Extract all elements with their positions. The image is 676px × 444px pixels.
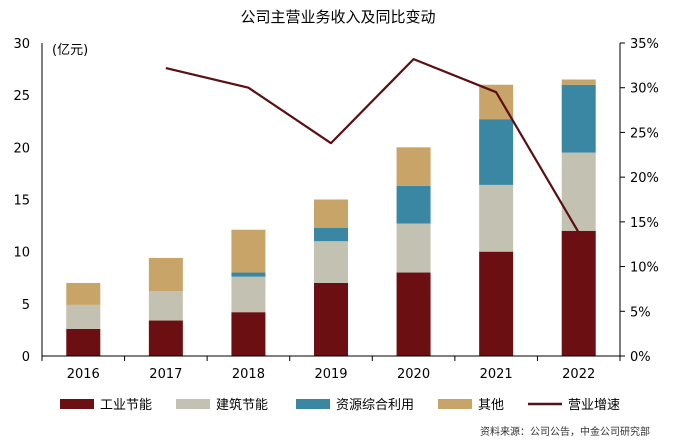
- growth-line: [165, 57, 580, 234]
- y-tick-label: 5: [22, 298, 30, 313]
- y2-tick-label: 30%: [630, 82, 659, 97]
- x-axis-ticks: 2016 2017 2018 2019 2020 2021 2022: [67, 367, 596, 382]
- y2-tick-label: 15%: [630, 216, 659, 231]
- bar-3-2022: [561, 79, 596, 85]
- bar-2-2021: [479, 119, 514, 185]
- y2-tick-label: 0%: [630, 350, 651, 365]
- bar-0-2016: [66, 328, 101, 356]
- y2-tick-label: 25%: [630, 126, 659, 141]
- bar-0-2018: [231, 312, 266, 356]
- bar-0-2020: [396, 272, 431, 356]
- legend-label: 工业节能: [100, 398, 152, 413]
- legend-label: 建筑节能: [216, 397, 268, 413]
- legend-swatch: [438, 399, 472, 409]
- x-tick-label: 2018: [232, 367, 265, 382]
- bar-1-2018: [231, 276, 266, 313]
- bar-3-2019: [314, 199, 348, 228]
- y2-tick-label: 35%: [630, 37, 659, 52]
- bar-1-2019: [314, 241, 348, 283]
- x-tick-label: 2021: [480, 367, 513, 382]
- x-tick-label: 2017: [149, 367, 182, 382]
- bar-2-2018: [231, 272, 266, 277]
- x-tick-label: 2016: [67, 367, 100, 382]
- axes: [41, 43, 621, 361]
- y2-tick-label: 10%: [630, 261, 659, 276]
- bar-2-2019: [314, 227, 348, 242]
- bar-1-2022: [561, 152, 596, 231]
- x-tick-label: 2022: [562, 367, 595, 382]
- bar-1-2016: [66, 304, 101, 329]
- bar-0-2022: [561, 230, 596, 356]
- y-tick-label: 0: [22, 350, 30, 365]
- legend-swatch: [60, 399, 94, 409]
- y-tick-label: 30: [13, 37, 30, 52]
- y-tick-label: 15: [13, 194, 30, 209]
- bar-0-2019: [314, 282, 348, 356]
- legend-label: 其他: [478, 398, 504, 413]
- y-tick-label: 10: [13, 246, 30, 261]
- y-tick-label: 20: [13, 141, 30, 156]
- bar-2-2020: [396, 185, 431, 224]
- right-axis-ticks: 0% 5% 10% 15% 20% 25% 30% 35%: [620, 37, 659, 365]
- growth-line-path: [165, 57, 580, 234]
- bar-1-2020: [396, 223, 431, 273]
- bar-3-2017: [148, 257, 183, 292]
- bar-1-2021: [479, 184, 514, 252]
- bar-0-2021: [479, 251, 514, 356]
- y2-tick-label: 5%: [630, 305, 651, 320]
- chart-title: 公司主营业务收入及同比变动: [240, 8, 435, 26]
- source-note: 资料来源：公司公告，中金公司研究部: [480, 425, 650, 438]
- y2-tick-label: 20%: [630, 171, 659, 186]
- bar-2-2022: [561, 84, 596, 153]
- bar-0-2017: [148, 320, 183, 356]
- bar-3-2018: [231, 229, 266, 273]
- left-axis-ticks: 0 5 10 15 20 25 30: [13, 37, 30, 365]
- legend-swatch: [296, 399, 330, 409]
- y-tick-label: 25: [13, 89, 30, 104]
- x-tick-label: 2020: [397, 367, 430, 382]
- legend-label: 营业增速: [568, 398, 620, 413]
- bar-3-2016: [66, 282, 101, 305]
- legend-label: 资源综合利用: [336, 398, 414, 413]
- legend: 工业节能 建筑节能 资源综合利用 其他 营业增速: [60, 397, 620, 413]
- bar-1-2017: [148, 291, 183, 321]
- legend-swatch: [176, 399, 210, 409]
- x-tick-label: 2019: [314, 367, 347, 382]
- y-axis-unit-label: (亿元): [52, 43, 88, 58]
- bar-3-2020: [396, 147, 431, 186]
- stacked-bars: [66, 79, 596, 356]
